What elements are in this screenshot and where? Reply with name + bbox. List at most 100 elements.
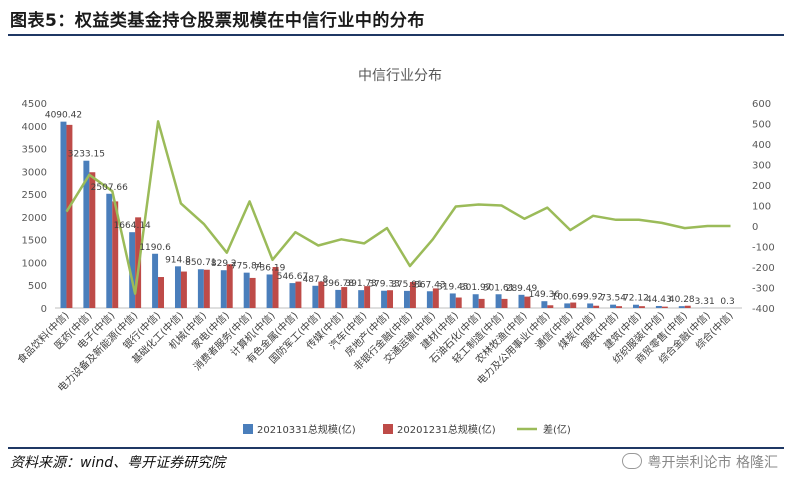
- bar-2020q4: [547, 305, 554, 308]
- y-left-tick-label: 1000: [22, 258, 47, 269]
- bar-2020q4: [570, 302, 577, 308]
- bar-2020q4: [455, 297, 462, 308]
- bar-2020q4: [203, 269, 210, 308]
- y-right-tick-label: 600: [752, 99, 771, 110]
- data-labels: 4090.423233.152507.661664.141190.6914.88…: [45, 111, 735, 307]
- bar-data-label: 736.19: [254, 263, 286, 273]
- bar-2020q4: [364, 286, 371, 308]
- bar-2021q1: [449, 293, 456, 308]
- y-right-tick-label: 0: [752, 222, 758, 233]
- axes: 050010001500200025003000350040004500-400…: [22, 99, 775, 315]
- bar-data-label: 100.69: [552, 292, 584, 302]
- y-right-tick-label: 200: [752, 181, 771, 192]
- y-left-tick-label: 3500: [22, 145, 47, 156]
- bar-2020q4: [158, 277, 165, 308]
- y-right-tick-label: -400: [752, 304, 775, 315]
- bar-data-label: 99.92: [577, 292, 603, 302]
- y-left-tick-label: 4000: [22, 122, 47, 133]
- bar-2021q1: [610, 304, 617, 308]
- bar-2020q4: [593, 305, 600, 308]
- bar-2020q4: [432, 288, 439, 308]
- bar-2021q1: [495, 294, 502, 308]
- bar-2020q4: [501, 298, 508, 308]
- bar-data-label: 367.43: [414, 280, 446, 290]
- bar-data-label: 289.49: [506, 284, 538, 294]
- bar-2021q1: [381, 290, 388, 308]
- bar-2020q4: [66, 124, 73, 308]
- x-tick-labels: 食品饮料(中信)医药(中信)电子(中信)电力设备及新能源(中信)银行(中信)基础…: [14, 309, 735, 394]
- bar-data-label: 914.8: [165, 255, 191, 265]
- bar-data-label: 775.84: [231, 262, 263, 272]
- bar-2021q1: [289, 283, 296, 308]
- bar-2020q4: [112, 201, 119, 308]
- source-note: 资料来源：wind、粤开证券研究院: [10, 455, 226, 471]
- y-right-tick-label: -300: [752, 284, 775, 295]
- bar-data-label: 319.43: [437, 282, 469, 292]
- bar-data-label: 375.91: [391, 280, 423, 290]
- bar-2020q4: [638, 306, 645, 308]
- bar-2021q1: [655, 305, 662, 308]
- bar-2020q4: [661, 306, 668, 308]
- bar-2020q4: [409, 282, 416, 308]
- bar-2021q1: [335, 289, 342, 308]
- bar-data-label: 487.8: [302, 275, 328, 285]
- bar-2021q1: [632, 304, 639, 308]
- bar-2021q1: [129, 232, 136, 308]
- y-right-tick-label: 400: [752, 140, 771, 151]
- y-right-tick-label: 300: [752, 161, 771, 172]
- bar-data-label: 3.31: [695, 297, 715, 307]
- bar-data-label: 1190.6: [139, 243, 171, 253]
- bar-data-label: 829.2: [211, 259, 237, 269]
- bar-2021q1: [678, 306, 685, 308]
- bar-data-label: 2507.66: [91, 183, 128, 193]
- bar-2021q1: [197, 269, 204, 308]
- bar-2020q4: [684, 305, 691, 308]
- bars: [60, 121, 731, 308]
- bar-2020q4: [616, 306, 623, 308]
- y-right-tick-label: 500: [752, 120, 771, 131]
- bar-2021q1: [587, 303, 594, 308]
- bar-2021q1: [358, 290, 365, 308]
- bar-data-label: 391.73: [345, 279, 377, 289]
- bar-2021q1: [266, 274, 273, 308]
- bar-data-label: 40.28: [669, 295, 695, 305]
- y-right-tick-label: -100: [752, 243, 775, 254]
- bar-data-label: 301.97: [460, 283, 492, 293]
- bar-2021q1: [541, 301, 548, 308]
- legend-label: 差(亿): [543, 423, 571, 436]
- bar-data-label: 44.43: [646, 295, 672, 305]
- bar-data-label: 301.61: [483, 283, 515, 293]
- bar-2020q4: [249, 277, 256, 308]
- bar-2021q1: [564, 303, 571, 308]
- bar-2020q4: [89, 172, 96, 308]
- bar-data-label: 379.33: [368, 280, 400, 290]
- bar-2020q4: [478, 298, 485, 308]
- legend-label: 20210331总规模(亿): [257, 423, 356, 436]
- figure-title: 图表5：权益类基金持仓股票规模在中信行业中的分布: [10, 11, 425, 31]
- bar-2021q1: [426, 291, 433, 308]
- y-left-tick-label: 500: [28, 281, 47, 292]
- chart-title: 中信行业分布: [358, 68, 442, 84]
- bar-data-label: 850.71: [185, 258, 217, 268]
- industry-distribution-chart: 中信行业分布 050010001500200025003000350040004…: [14, 68, 775, 436]
- legend: 20210331总规模(亿) 20201231总规模(亿) 差(亿): [243, 423, 571, 436]
- bar-2021q1: [174, 266, 181, 308]
- y-left-tick-label: 2500: [22, 190, 47, 201]
- bar-2020q4: [180, 271, 187, 308]
- bar-2021q1: [243, 272, 250, 308]
- bar-2021q1: [472, 294, 479, 308]
- bar-2020q4: [387, 290, 394, 308]
- bar-data-label: 73.54: [600, 294, 626, 304]
- bar-data-label: 396.78: [323, 279, 355, 289]
- watermark-text: 粤开崇利论市 格隆汇: [647, 455, 778, 471]
- y-left-tick-label: 3000: [22, 167, 47, 178]
- bar-2020q4: [226, 264, 233, 308]
- bar-2021q1: [106, 193, 113, 308]
- bar-2020q4: [341, 287, 348, 308]
- bar-data-label: 0.3: [720, 297, 734, 307]
- legend-label: 20201231总规模(亿): [397, 423, 496, 436]
- bar-2021q1: [60, 121, 67, 308]
- legend-swatch: [383, 424, 393, 434]
- bar-data-label: 72.12: [623, 294, 649, 304]
- bar-2021q1: [83, 160, 90, 308]
